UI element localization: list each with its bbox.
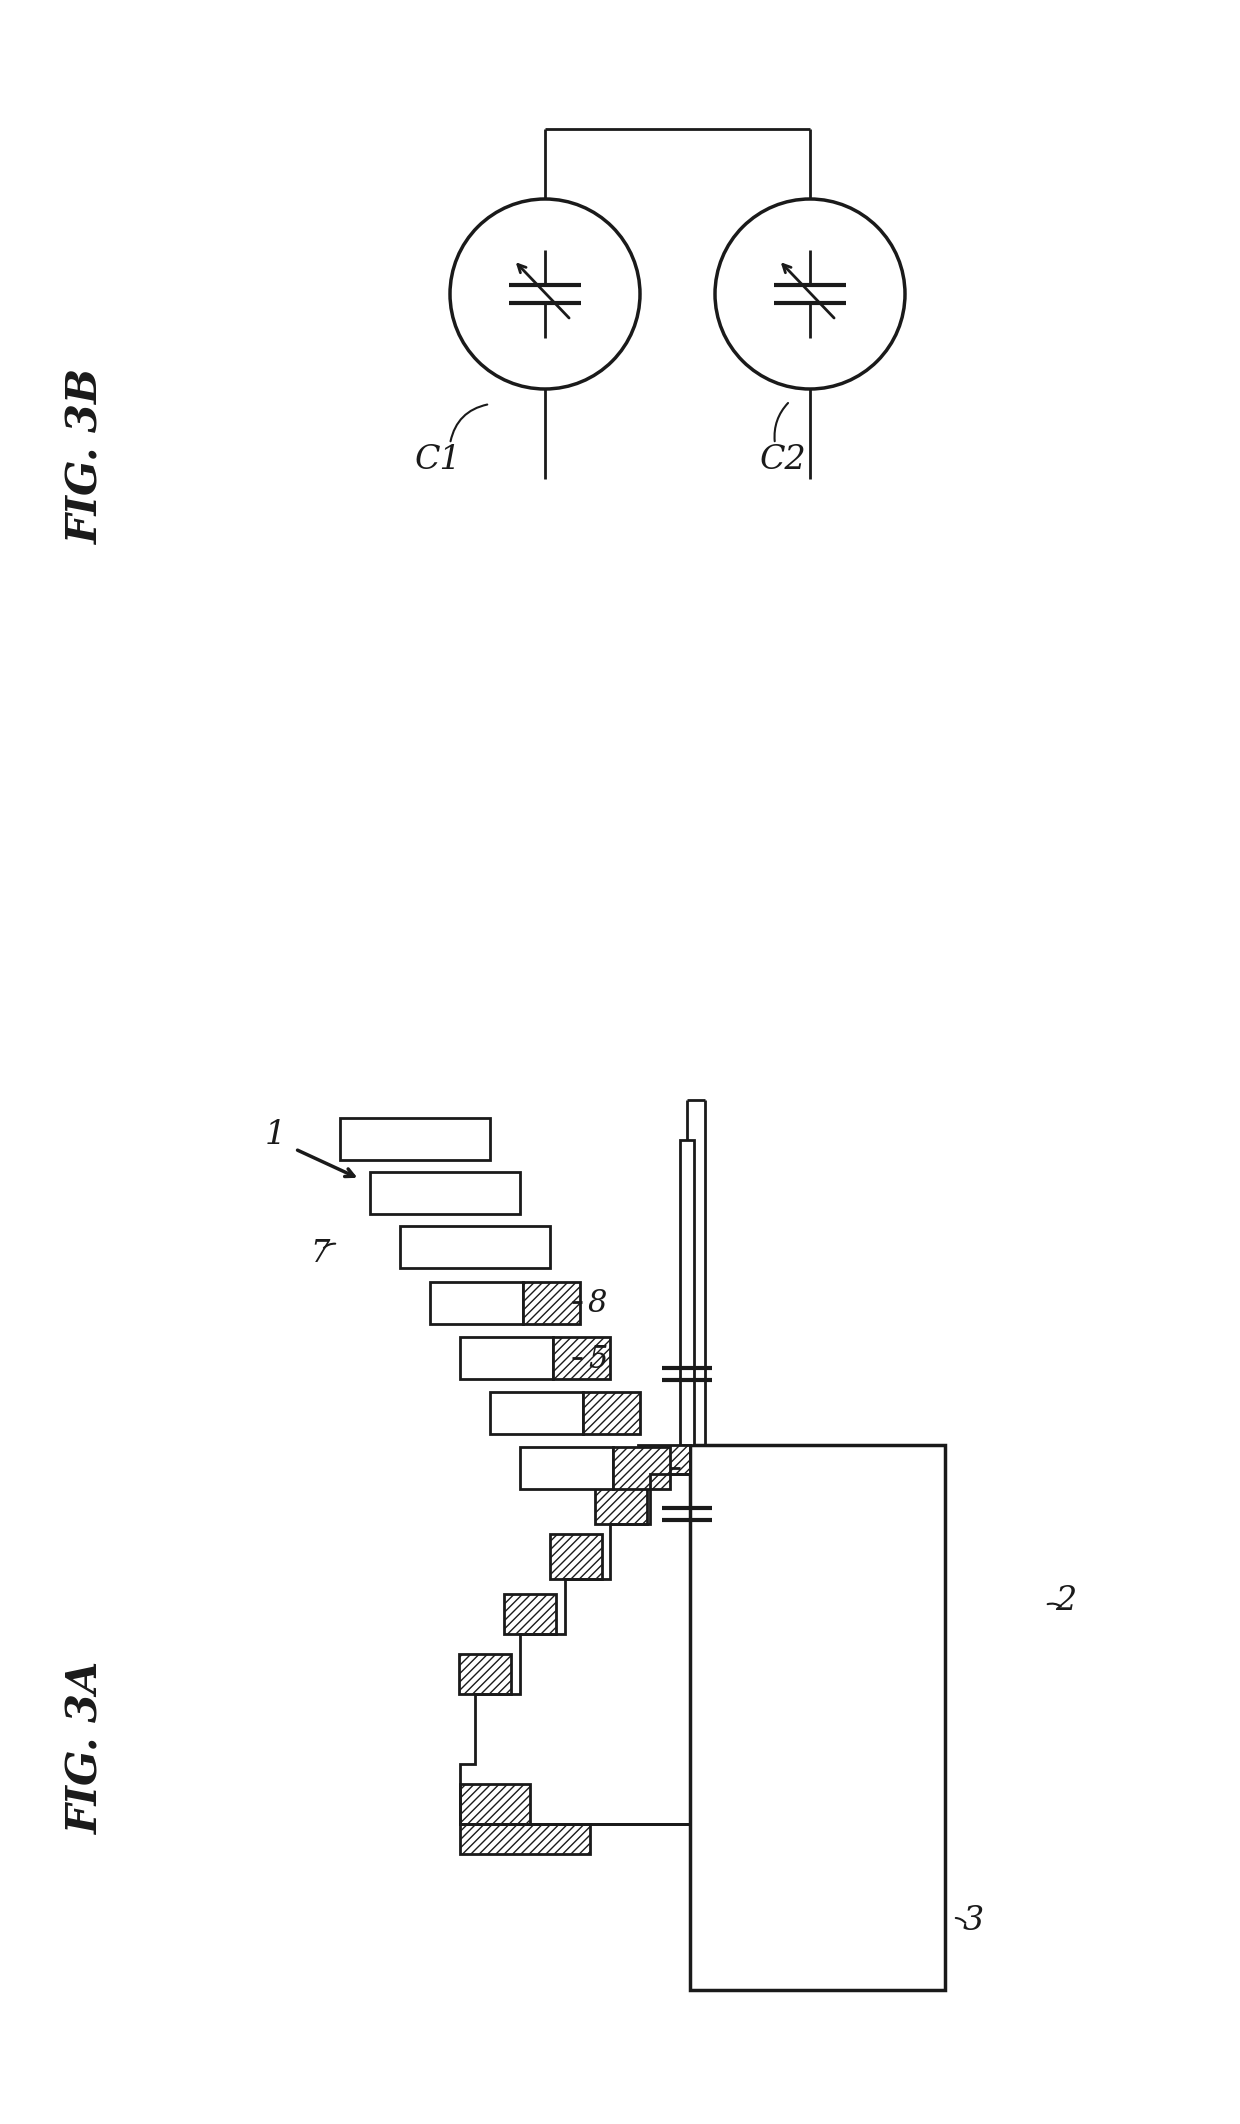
Text: 3: 3 — [963, 1905, 985, 1937]
Bar — [680, 1141, 694, 1444]
Bar — [639, 1444, 689, 1474]
Text: 5: 5 — [588, 1344, 608, 1374]
Bar — [340, 1117, 490, 1160]
Bar — [520, 1446, 613, 1489]
Bar — [460, 1784, 529, 1825]
Text: 2: 2 — [1055, 1585, 1076, 1616]
Bar — [430, 1283, 523, 1323]
Bar — [553, 1336, 610, 1378]
Bar — [460, 1825, 590, 1854]
Bar — [401, 1226, 551, 1268]
Bar — [460, 1336, 553, 1378]
Text: C1: C1 — [415, 444, 461, 476]
Text: 7: 7 — [310, 1238, 330, 1268]
Bar — [551, 1534, 601, 1578]
Bar — [583, 1391, 640, 1434]
Text: FIG. 3B: FIG. 3B — [64, 367, 107, 544]
Bar — [370, 1172, 520, 1215]
Text: C2: C2 — [760, 444, 807, 476]
Bar — [503, 1593, 556, 1633]
Bar — [490, 1391, 583, 1434]
Text: 1: 1 — [265, 1119, 286, 1151]
Text: FIG. 3A: FIG. 3A — [64, 1661, 107, 1833]
Bar — [689, 1444, 945, 1990]
Bar — [459, 1655, 511, 1695]
Bar — [523, 1283, 580, 1323]
Text: 8: 8 — [588, 1287, 608, 1319]
Bar — [595, 1478, 647, 1525]
Bar — [613, 1446, 670, 1489]
